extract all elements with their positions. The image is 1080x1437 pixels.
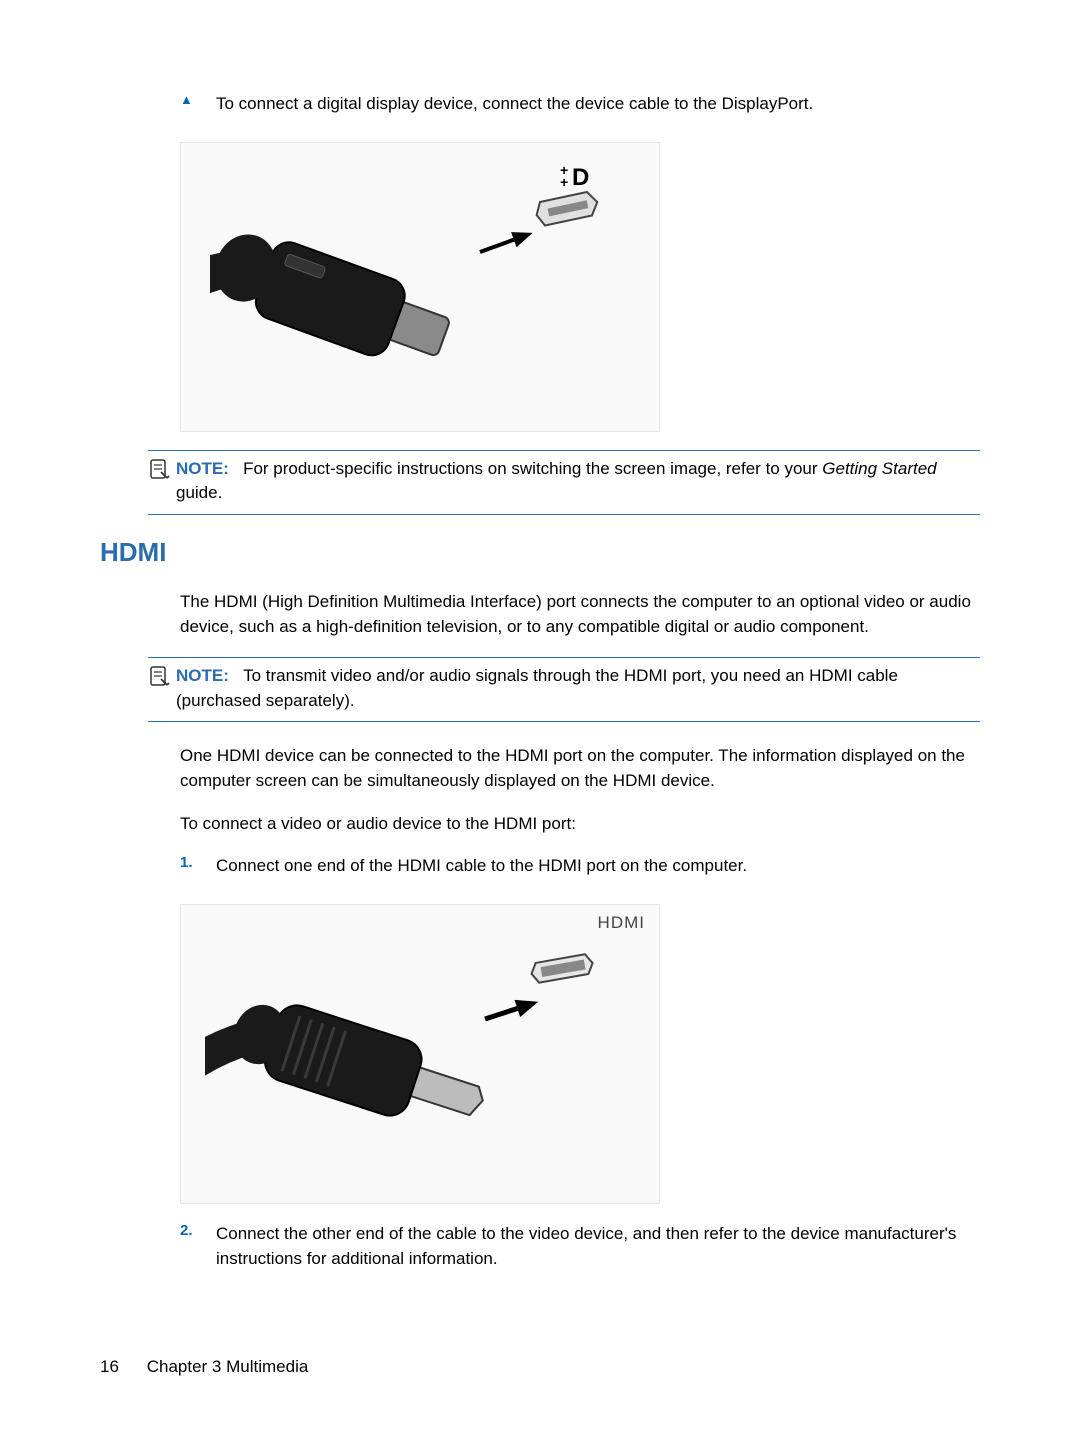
page-footer: 16 Chapter 3 Multimedia [100, 1357, 308, 1377]
hdmi-para-3: To connect a video or audio device to th… [180, 812, 980, 837]
step-1-number: 1. [180, 854, 216, 871]
svg-text:D: D [572, 164, 589, 191]
note-block-1: NOTE: For product-specific instructions … [148, 450, 980, 515]
intro-bullet: ▲ To connect a digital display device, c… [180, 92, 980, 117]
figure-displayport: D + + [180, 142, 660, 432]
step-2-number: 2. [180, 1222, 216, 1239]
figure-hdmi-label: HDMI [598, 913, 645, 933]
note-1-label: NOTE: [176, 459, 229, 478]
hdmi-para-2: One HDMI device can be connected to the … [180, 744, 980, 793]
note-1-before: For product-specific instructions on swi… [243, 459, 822, 478]
note-1-text: NOTE: For product-specific instructions … [176, 457, 980, 506]
step-1-text: Connect one end of the HDMI cable to the… [216, 854, 980, 879]
displayport-cable-svg: D + + [210, 157, 630, 417]
hdmi-cable-svg [205, 914, 635, 1194]
note-block-2: NOTE: To transmit video and/or audio sig… [148, 657, 980, 722]
hdmi-intro-para: The HDMI (High Definition Multimedia Int… [180, 590, 980, 639]
intro-bullet-text: To connect a digital display device, con… [216, 92, 980, 117]
note-2-label: NOTE: [176, 666, 229, 685]
step-2-text: Connect the other end of the cable to th… [216, 1222, 980, 1271]
page-content: ▲ To connect a digital display device, c… [100, 92, 980, 1271]
section-heading-hdmi: HDMI [100, 537, 980, 568]
step-2-row: 2. Connect the other end of the cable to… [180, 1222, 980, 1271]
note-icon [148, 457, 176, 485]
note-icon [148, 664, 176, 692]
footer-chapter: Chapter 3 Multimedia [147, 1357, 309, 1376]
bullet-marker-triangle: ▲ [180, 92, 216, 107]
step-1-row: 1. Connect one end of the HDMI cable to … [180, 854, 980, 879]
figure-hdmi: HDMI [180, 904, 660, 1204]
note-1-after: guide. [176, 483, 222, 502]
note-1-italic: Getting Started [822, 459, 936, 478]
svg-text:+: + [560, 174, 568, 190]
note-2-text: NOTE: To transmit video and/or audio sig… [176, 664, 980, 713]
note-2-body: To transmit video and/or audio signals t… [176, 666, 898, 710]
footer-page-number: 16 [100, 1357, 142, 1377]
